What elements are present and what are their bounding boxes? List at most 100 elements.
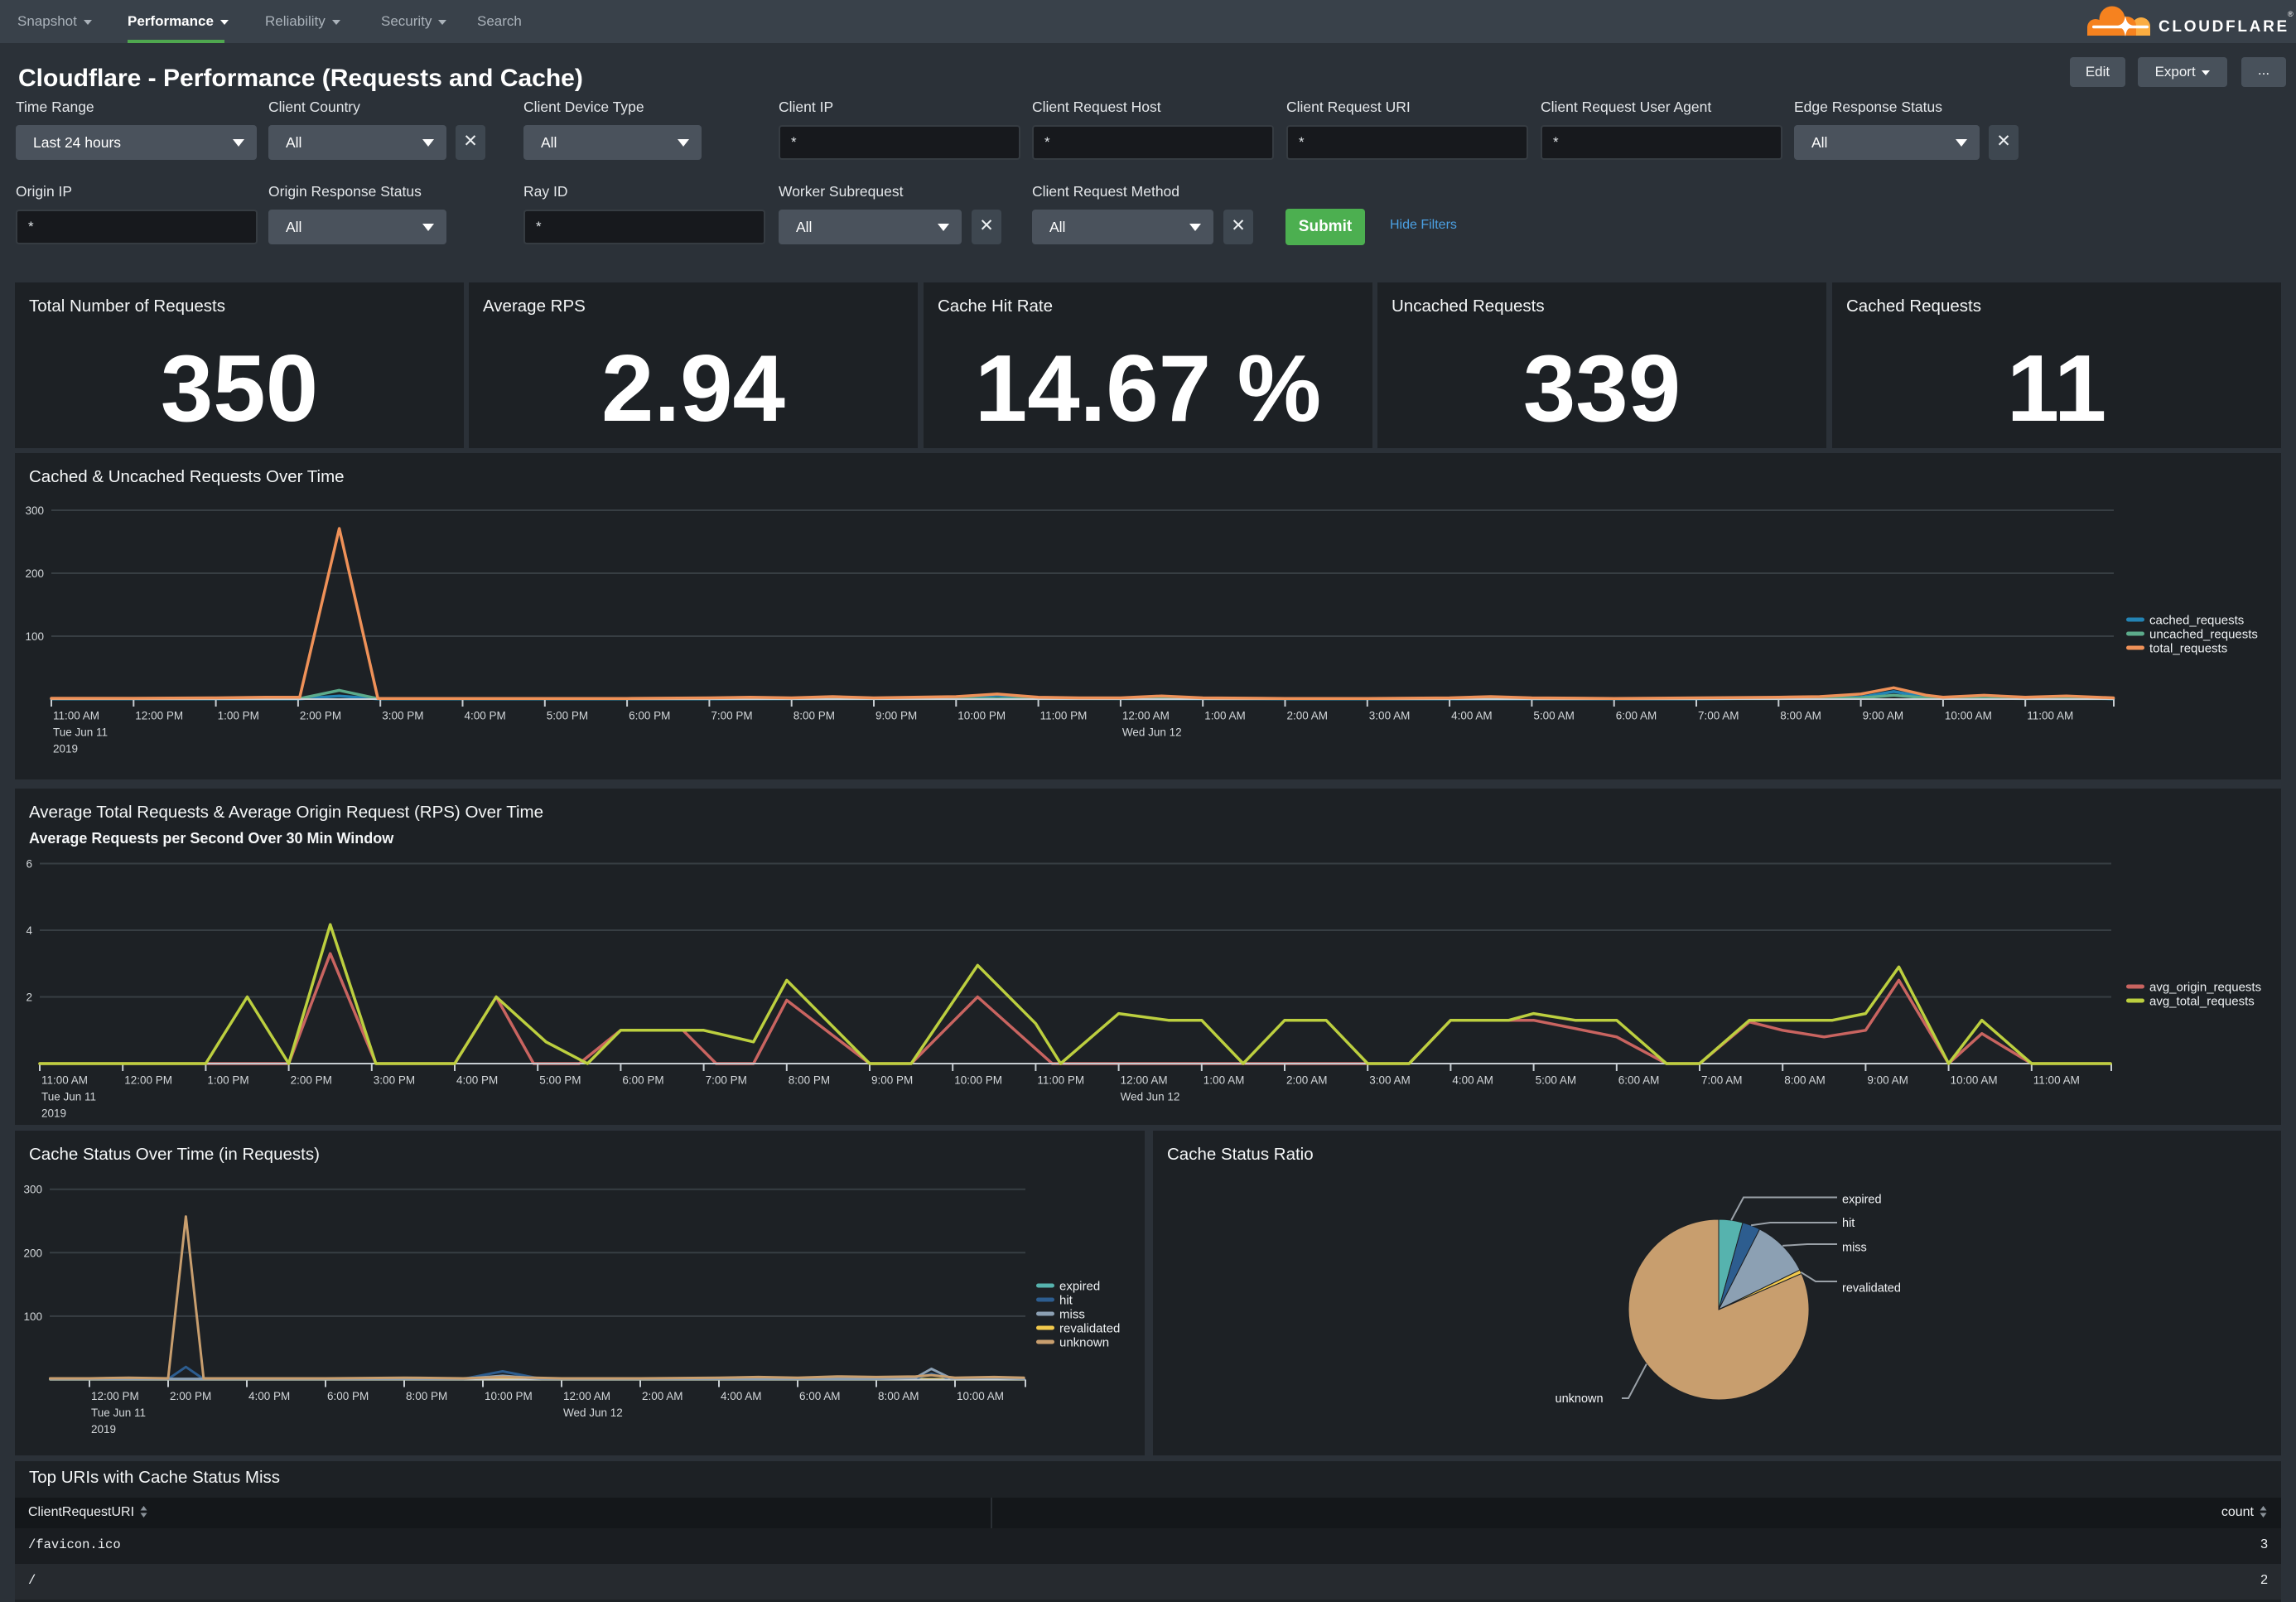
svg-text:6:00 PM: 6:00 PM xyxy=(629,710,670,722)
svg-text:7:00 PM: 7:00 PM xyxy=(711,710,752,722)
svg-text:Average Requests per Second Ov: Average Requests per Second Over 30 Min … xyxy=(29,830,394,847)
svg-text:unknown: unknown xyxy=(1556,1392,1604,1406)
svg-text:uncached_requests: uncached_requests xyxy=(2149,628,2258,642)
svg-text:10:00 AM: 10:00 AM xyxy=(957,1390,1004,1402)
svg-text:11:00 AM: 11:00 AM xyxy=(41,1074,88,1087)
svg-text:2:00 AM: 2:00 AM xyxy=(1287,710,1329,722)
svg-text:6:00 AM: 6:00 AM xyxy=(799,1390,841,1402)
svg-text:12:00 AM: 12:00 AM xyxy=(1121,1074,1168,1087)
svg-text:9:00 PM: 9:00 PM xyxy=(875,710,917,722)
svg-text:200: 200 xyxy=(23,1247,42,1259)
svg-text:CLOUDFLARE: CLOUDFLARE xyxy=(2159,18,2289,36)
svg-text:Wed Jun 12: Wed Jun 12 xyxy=(1122,726,1182,739)
svg-text:Cache Status Ratio: Cache Status Ratio xyxy=(1167,1145,1314,1164)
svg-text:5:00 PM: 5:00 PM xyxy=(547,710,588,722)
svg-text:6:00 AM: 6:00 AM xyxy=(1616,710,1657,722)
svg-text:4:00 PM: 4:00 PM xyxy=(465,710,506,722)
svg-text:®: ® xyxy=(2288,10,2294,18)
svg-text:3:00 AM: 3:00 AM xyxy=(1369,1074,1411,1087)
svg-text:2:00 PM: 2:00 PM xyxy=(291,1074,332,1087)
svg-text:12:00 AM: 12:00 AM xyxy=(563,1390,610,1402)
svg-text:8:00 PM: 8:00 PM xyxy=(793,710,835,722)
svg-text:hit: hit xyxy=(1059,1294,1073,1308)
svg-text:Average Total Requests & Avera: Average Total Requests & Average Origin … xyxy=(29,803,543,822)
svg-text:revalidated: revalidated xyxy=(1842,1282,1901,1296)
svg-text:unknown: unknown xyxy=(1059,1336,1109,1350)
svg-text:4:00 AM: 4:00 AM xyxy=(1452,1074,1493,1087)
svg-text:300: 300 xyxy=(23,1184,42,1196)
svg-text:1:00 AM: 1:00 AM xyxy=(1204,710,1246,722)
svg-text:expired: expired xyxy=(1059,1280,1100,1294)
svg-text:10:00 PM: 10:00 PM xyxy=(485,1390,533,1402)
svg-text:9:00 PM: 9:00 PM xyxy=(871,1074,913,1087)
svg-text:4:00 AM: 4:00 AM xyxy=(1451,710,1493,722)
svg-text:200: 200 xyxy=(25,567,44,580)
svg-text:7:00 PM: 7:00 PM xyxy=(706,1074,747,1087)
svg-text:2:00 AM: 2:00 AM xyxy=(642,1390,683,1402)
svg-text:2:00 PM: 2:00 PM xyxy=(170,1390,211,1402)
svg-text:7:00 AM: 7:00 AM xyxy=(1701,1074,1743,1087)
svg-text:5:00 PM: 5:00 PM xyxy=(539,1074,581,1087)
svg-text:11:00 PM: 11:00 PM xyxy=(1037,1074,1084,1087)
svg-text:Cache Status Over Time (in Req: Cache Status Over Time (in Requests) xyxy=(29,1145,320,1164)
svg-text:1:00 PM: 1:00 PM xyxy=(218,710,259,722)
svg-text:10:00 PM: 10:00 PM xyxy=(954,1074,1002,1087)
svg-text:Tue Jun 11: Tue Jun 11 xyxy=(91,1407,146,1419)
svg-text:6: 6 xyxy=(26,858,32,871)
svg-text:3:00 PM: 3:00 PM xyxy=(382,710,423,722)
svg-text:hit: hit xyxy=(1842,1217,1855,1230)
svg-text:10:00 AM: 10:00 AM xyxy=(1945,710,1992,722)
svg-text:Tue Jun 11: Tue Jun 11 xyxy=(53,726,108,739)
svg-text:4: 4 xyxy=(26,924,32,937)
svg-text:expired: expired xyxy=(1842,1194,1882,1207)
svg-text:total_requests: total_requests xyxy=(2149,642,2227,656)
svg-text:2:00 PM: 2:00 PM xyxy=(300,710,341,722)
svg-text:11:00 AM: 11:00 AM xyxy=(2033,1074,2080,1087)
svg-text:4:00 PM: 4:00 PM xyxy=(456,1074,498,1087)
svg-text:Cached & Uncached Requests Ove: Cached & Uncached Requests Over Time xyxy=(29,467,345,486)
svg-text:2:00 AM: 2:00 AM xyxy=(1286,1074,1328,1087)
svg-text:12:00 PM: 12:00 PM xyxy=(124,1074,172,1087)
svg-text:11:00 AM: 11:00 AM xyxy=(2027,710,2073,722)
svg-text:8:00 AM: 8:00 AM xyxy=(878,1390,919,1402)
svg-text:2019: 2019 xyxy=(41,1107,66,1120)
svg-text:11:00 PM: 11:00 PM xyxy=(1040,710,1088,722)
svg-text:9:00 AM: 9:00 AM xyxy=(1863,710,1904,722)
svg-text:6:00 PM: 6:00 PM xyxy=(622,1074,663,1087)
svg-text:5:00 AM: 5:00 AM xyxy=(1533,710,1575,722)
svg-text:cached_requests: cached_requests xyxy=(2149,614,2244,628)
svg-text:Wed Jun 12: Wed Jun 12 xyxy=(563,1407,623,1419)
svg-text:10:00 AM: 10:00 AM xyxy=(1951,1074,1998,1087)
svg-text:miss: miss xyxy=(1059,1308,1085,1322)
svg-text:100: 100 xyxy=(25,630,44,643)
svg-text:3:00 PM: 3:00 PM xyxy=(374,1074,415,1087)
svg-text:5:00 AM: 5:00 AM xyxy=(1536,1074,1577,1087)
svg-text:Wed Jun 12: Wed Jun 12 xyxy=(1121,1091,1180,1103)
svg-text:9:00 AM: 9:00 AM xyxy=(1867,1074,1908,1087)
svg-text:4:00 AM: 4:00 AM xyxy=(721,1390,762,1402)
svg-text:11:00 AM: 11:00 AM xyxy=(53,710,99,722)
svg-text:8:00 AM: 8:00 AM xyxy=(1780,710,1821,722)
svg-text:8:00 PM: 8:00 PM xyxy=(406,1390,447,1402)
svg-text:100: 100 xyxy=(23,1310,42,1323)
svg-text:avg_origin_requests: avg_origin_requests xyxy=(2149,981,2261,995)
svg-text:8:00 AM: 8:00 AM xyxy=(1784,1074,1826,1087)
svg-text:Tue Jun 11: Tue Jun 11 xyxy=(41,1091,96,1103)
svg-text:2: 2 xyxy=(26,992,32,1004)
svg-text:6:00 PM: 6:00 PM xyxy=(327,1390,369,1402)
svg-text:miss: miss xyxy=(1842,1242,1867,1255)
svg-text:avg_total_requests: avg_total_requests xyxy=(2149,995,2255,1009)
svg-text:4:00 PM: 4:00 PM xyxy=(248,1390,290,1402)
svg-text:7:00 AM: 7:00 AM xyxy=(1698,710,1739,722)
svg-text:1:00 AM: 1:00 AM xyxy=(1203,1074,1245,1087)
svg-text:6:00 AM: 6:00 AM xyxy=(1618,1074,1660,1087)
svg-text:3:00 AM: 3:00 AM xyxy=(1369,710,1411,722)
svg-text:8:00 PM: 8:00 PM xyxy=(789,1074,830,1087)
svg-text:12:00 PM: 12:00 PM xyxy=(91,1390,139,1402)
svg-text:revalidated: revalidated xyxy=(1059,1322,1120,1336)
svg-text:300: 300 xyxy=(25,504,44,517)
svg-text:1:00 PM: 1:00 PM xyxy=(207,1074,248,1087)
svg-text:10:00 PM: 10:00 PM xyxy=(957,710,1006,722)
svg-text:12:00 PM: 12:00 PM xyxy=(135,710,183,722)
svg-text:2019: 2019 xyxy=(91,1423,116,1436)
